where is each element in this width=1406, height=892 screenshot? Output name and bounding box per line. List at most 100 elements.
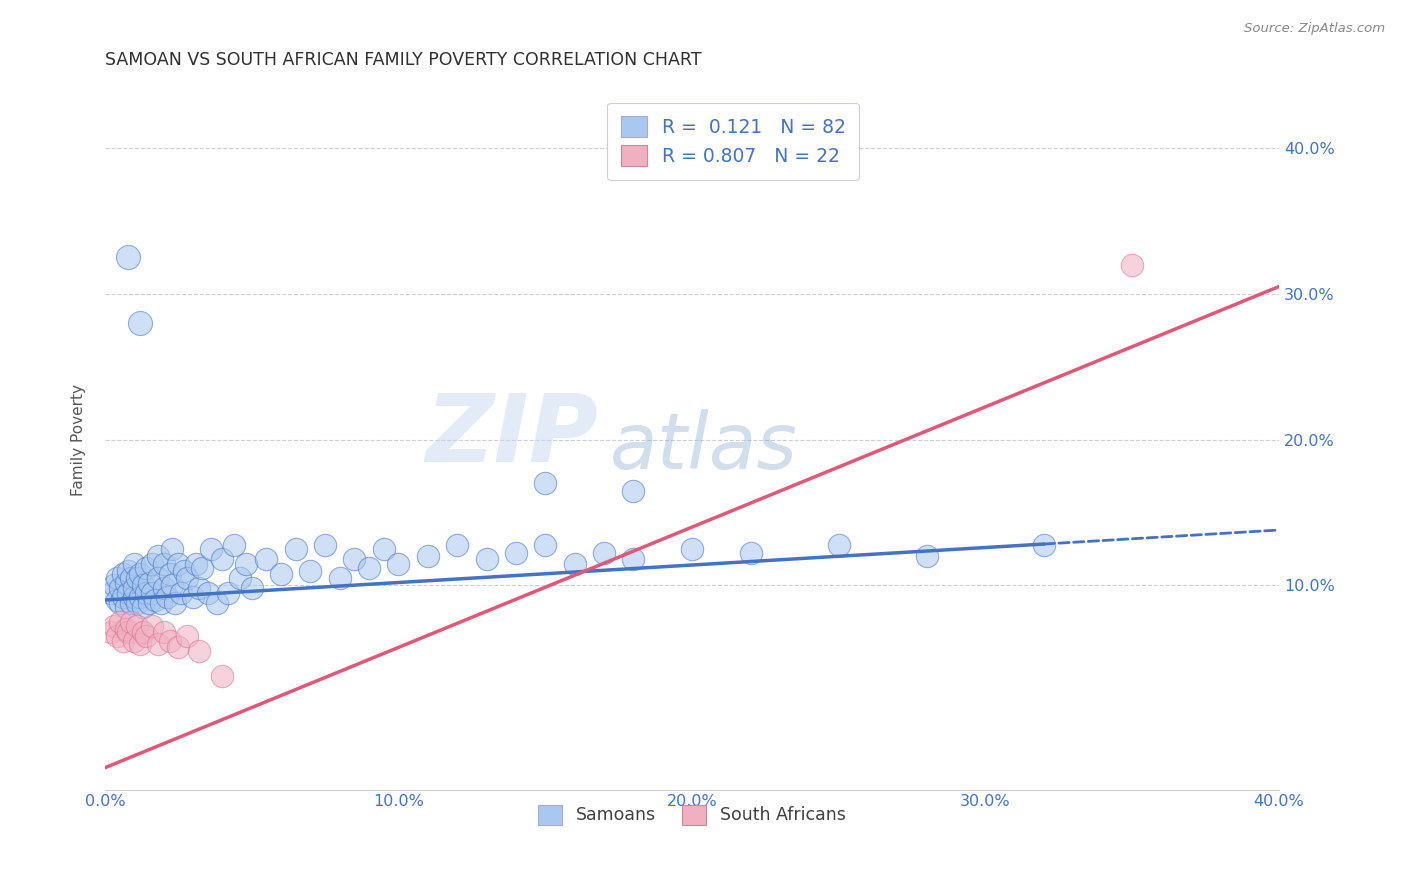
- Point: [165, 596, 187, 610]
- Point: [103, 578, 125, 592]
- Point: [176, 630, 198, 644]
- Point: [138, 575, 160, 590]
- Point: [343, 552, 366, 566]
- Point: [114, 600, 136, 615]
- Point: [173, 564, 195, 578]
- Point: [229, 571, 252, 585]
- Point: [108, 596, 131, 610]
- Point: [124, 582, 146, 596]
- Point: [217, 585, 239, 599]
- Point: [141, 585, 163, 599]
- Point: [129, 566, 152, 581]
- Point: [103, 619, 125, 633]
- Text: ZIP: ZIP: [425, 390, 598, 482]
- Point: [373, 541, 395, 556]
- Point: [143, 593, 166, 607]
- Point: [129, 637, 152, 651]
- Point: [141, 619, 163, 633]
- Point: [111, 633, 134, 648]
- Point: [111, 566, 134, 581]
- Point: [127, 619, 149, 633]
- Point: [621, 483, 644, 498]
- Point: [152, 625, 174, 640]
- Point: [740, 546, 762, 560]
- Point: [114, 622, 136, 636]
- Point: [120, 615, 142, 629]
- Point: [156, 590, 179, 604]
- Point: [387, 557, 409, 571]
- Point: [111, 590, 134, 604]
- Point: [120, 571, 142, 585]
- Point: [138, 596, 160, 610]
- Point: [359, 561, 381, 575]
- Point: [170, 585, 193, 599]
- Point: [124, 633, 146, 648]
- Point: [475, 552, 498, 566]
- Point: [197, 585, 219, 599]
- Point: [176, 571, 198, 585]
- Point: [127, 571, 149, 585]
- Point: [135, 561, 157, 575]
- Point: [621, 552, 644, 566]
- Point: [117, 585, 139, 599]
- Point: [100, 585, 122, 599]
- Point: [828, 538, 851, 552]
- Point: [108, 615, 131, 629]
- Point: [127, 596, 149, 610]
- Point: [132, 625, 155, 640]
- Point: [135, 585, 157, 599]
- Point: [117, 625, 139, 640]
- Point: [162, 578, 184, 592]
- Point: [211, 552, 233, 566]
- Point: [132, 600, 155, 615]
- Point: [224, 538, 246, 552]
- Point: [152, 582, 174, 596]
- Point: [593, 546, 616, 560]
- Point: [299, 564, 322, 578]
- Point: [132, 578, 155, 592]
- Point: [314, 538, 336, 552]
- Point: [135, 630, 157, 644]
- Y-axis label: Family Poverty: Family Poverty: [72, 384, 86, 496]
- Point: [129, 590, 152, 604]
- Point: [187, 644, 209, 658]
- Point: [152, 557, 174, 571]
- Point: [105, 571, 128, 585]
- Point: [191, 561, 214, 575]
- Point: [1121, 258, 1143, 272]
- Point: [167, 557, 190, 571]
- Point: [167, 640, 190, 654]
- Point: [129, 316, 152, 330]
- Point: [187, 582, 209, 596]
- Point: [211, 669, 233, 683]
- Point: [124, 557, 146, 571]
- Point: [240, 582, 263, 596]
- Point: [117, 251, 139, 265]
- Point: [100, 625, 122, 640]
- Point: [181, 590, 204, 604]
- Point: [159, 566, 181, 581]
- Point: [416, 549, 439, 564]
- Point: [124, 590, 146, 604]
- Point: [329, 571, 352, 585]
- Point: [146, 637, 169, 651]
- Point: [149, 596, 172, 610]
- Point: [915, 549, 938, 564]
- Point: [146, 549, 169, 564]
- Point: [446, 538, 468, 552]
- Point: [1033, 538, 1056, 552]
- Point: [105, 630, 128, 644]
- Point: [117, 564, 139, 578]
- Point: [254, 552, 277, 566]
- Text: SAMOAN VS SOUTH AFRICAN FAMILY POVERTY CORRELATION CHART: SAMOAN VS SOUTH AFRICAN FAMILY POVERTY C…: [105, 51, 702, 69]
- Point: [184, 557, 207, 571]
- Point: [284, 541, 307, 556]
- Point: [162, 541, 184, 556]
- Text: Source: ZipAtlas.com: Source: ZipAtlas.com: [1244, 22, 1385, 36]
- Point: [564, 557, 586, 571]
- Point: [200, 541, 222, 556]
- Point: [505, 546, 527, 560]
- Legend: Samoans, South Africans: Samoans, South Africans: [529, 796, 855, 833]
- Point: [159, 633, 181, 648]
- Point: [108, 582, 131, 596]
